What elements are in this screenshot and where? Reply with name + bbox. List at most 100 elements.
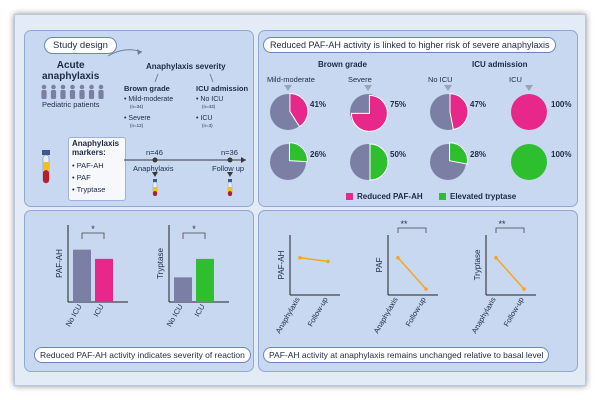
significance-bracket <box>397 227 427 233</box>
y-axis-label: Tryptase <box>473 249 482 280</box>
data-point <box>326 259 330 264</box>
line-chart: PAF-AH Anaphylaxis Follow-up <box>274 235 340 335</box>
pie-slice-highlight <box>511 144 547 180</box>
person-icon <box>79 84 85 99</box>
pie-value-label: 41% <box>310 100 326 109</box>
patients-label: Pediatric patients <box>42 100 100 109</box>
pie-slice-highlight <box>449 93 469 131</box>
pie-brown-title: Brown grade <box>318 60 367 69</box>
line-chart: Tryptase Anaphylaxis Follow-up ** <box>470 219 536 335</box>
pie-value-label: 50% <box>390 150 406 159</box>
significance-star: ** <box>400 219 408 229</box>
pie-value-label: 100% <box>551 100 571 109</box>
bar-charts: PAF-AH No ICU ICU * Tryptase No ICU ICU * <box>55 224 229 328</box>
icu-item-no: • No ICU (n=43) <box>196 96 224 109</box>
pie-slice-highlight <box>289 92 309 128</box>
study-design-title: Study design <box>44 37 117 54</box>
pie-column-arrow <box>364 85 372 91</box>
pie-value-label: 47% <box>470 100 486 109</box>
y-axis-label: PAF <box>375 257 384 272</box>
markers-title: Anaphylaxis markers: <box>72 139 120 157</box>
icu-admission-title: ICU admission <box>196 84 249 93</box>
line-panel <box>258 210 578 372</box>
pie-grid: 41% 75% 47% 100% 26% 50% 28% 100% <box>270 85 571 181</box>
timeline-label-followup: Follow up <box>212 164 245 173</box>
brown-grade-title: Brown grade <box>124 84 170 93</box>
bar <box>73 249 91 302</box>
bar <box>174 277 192 302</box>
x-tick-label: No ICU <box>165 303 185 329</box>
significance-star: ** <box>498 219 506 229</box>
timeline-n-followup: n=36 <box>221 148 238 157</box>
x-tick-label: ICU <box>91 303 105 319</box>
legend-label-tryptase: Elevated tryptase <box>450 192 517 201</box>
legend-swatch-reduced <box>346 193 353 200</box>
pie-chart: 75% <box>350 94 406 132</box>
x-tick-label: ICU <box>192 303 206 319</box>
pie-column-arrow <box>525 85 533 91</box>
x-tick-label: Anaphylaxis <box>372 295 400 335</box>
pie-value-label: 26% <box>310 150 326 159</box>
pie-slice-highlight <box>369 143 389 181</box>
significance-bracket <box>495 227 525 233</box>
person-icon <box>41 84 47 99</box>
acute-anaphylaxis-label: Acute anaphylaxis <box>42 60 100 82</box>
series-line <box>397 257 427 290</box>
legend-label-reduced: Reduced PAF-AH <box>357 192 423 201</box>
pie-col-severe: Severe <box>348 75 372 84</box>
x-tick-label: No ICU <box>64 303 84 329</box>
data-point <box>522 287 526 291</box>
y-axis-label: PAF-AH <box>55 249 64 278</box>
severity-title: Anaphylaxis severity <box>146 62 226 71</box>
pie-column-arrow <box>284 85 292 91</box>
person-icon <box>69 84 76 99</box>
x-tick-label: Anaphylaxis <box>274 295 302 335</box>
pie-slice-highlight <box>449 142 469 165</box>
person-icon <box>50 84 57 99</box>
pie-slice-highlight <box>511 94 547 130</box>
bar-panel-title: Reduced PAF-AH activity indicates severi… <box>34 347 251 363</box>
pie-chart: 26% <box>270 142 326 180</box>
x-tick-label: Follow-up <box>502 296 526 329</box>
data-point <box>396 256 400 260</box>
pie-icu-title: ICU admission <box>472 60 528 69</box>
pie-slice-highlight <box>288 142 308 163</box>
bar-chart: PAF-AH No ICU ICU * <box>55 224 128 328</box>
person-icon <box>60 84 66 99</box>
pie-chart: 28% <box>430 142 486 180</box>
significance-bracket <box>182 232 206 239</box>
marker-tryptase: • Tryptase <box>72 185 106 194</box>
series-line <box>299 257 329 263</box>
marker-paf: • PAF <box>72 173 91 182</box>
significance-star: * <box>192 224 196 234</box>
pie-col-icu: ICU <box>509 75 522 84</box>
pie-column-arrow <box>444 85 452 91</box>
pie-slice-highlight <box>350 94 388 132</box>
brown-item-mild: • Mild-moderate (n=34) <box>124 96 174 109</box>
data-point <box>494 256 498 260</box>
person-icon <box>98 84 104 99</box>
markers-box <box>68 137 126 201</box>
brown-item-severe: • Severe (n=12) <box>124 115 151 128</box>
significance-bracket <box>81 232 105 239</box>
y-axis-label: PAF-AH <box>277 250 286 279</box>
x-tick-label: Anaphylaxis <box>470 295 498 335</box>
pie-chart: 50% <box>350 143 406 181</box>
blood-tube-icon <box>42 150 50 184</box>
pie-value-label: 75% <box>390 100 406 109</box>
y-axis-label: Tryptase <box>156 248 165 279</box>
person-icon <box>88 84 95 99</box>
pie-col-mild: Mild-moderate <box>267 75 315 84</box>
bar-panel <box>24 210 254 372</box>
x-tick-label: Follow-up <box>404 296 428 329</box>
pie-value-label: 100% <box>551 150 571 159</box>
pie-value-label: 28% <box>470 150 486 159</box>
timeline-n-anaphylaxis: n=46 <box>146 148 163 157</box>
bar-chart: Tryptase No ICU ICU * <box>156 224 229 328</box>
significance-star: * <box>91 224 95 234</box>
pie-panel-title: Reduced PAF-AH activity is linked to hig… <box>263 37 557 53</box>
